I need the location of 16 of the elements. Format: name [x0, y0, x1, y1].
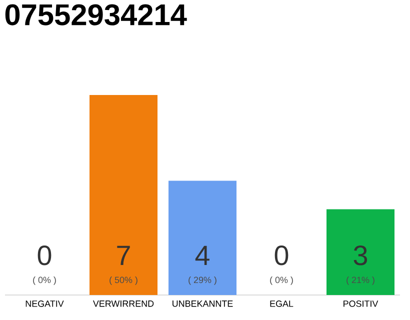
chart-title: 07552934214 — [5, 4, 187, 26]
data-label: 3 — [354, 246, 368, 266]
x-tick-label: NEGATIV — [26, 300, 64, 307]
annotation: ( 50% ) — [110, 276, 138, 285]
data-label: 0 — [38, 246, 52, 266]
annotation: ( 0% ) — [270, 276, 293, 285]
data-label: 0 — [274, 246, 288, 266]
annotation: ( 29% ) — [188, 276, 216, 285]
x-tick-label: UNBEKANNTE — [172, 300, 233, 307]
x-tick-label: EGAL — [270, 300, 294, 307]
data-label: 4 — [195, 246, 210, 265]
data-label: 7 — [117, 246, 130, 265]
annotation: ( 21% ) — [346, 276, 374, 285]
annotation: ( 0% ) — [33, 276, 56, 285]
x-tick-label: VERWIRREND — [92, 300, 154, 307]
x-tick-label: POSITIV — [344, 300, 378, 307]
